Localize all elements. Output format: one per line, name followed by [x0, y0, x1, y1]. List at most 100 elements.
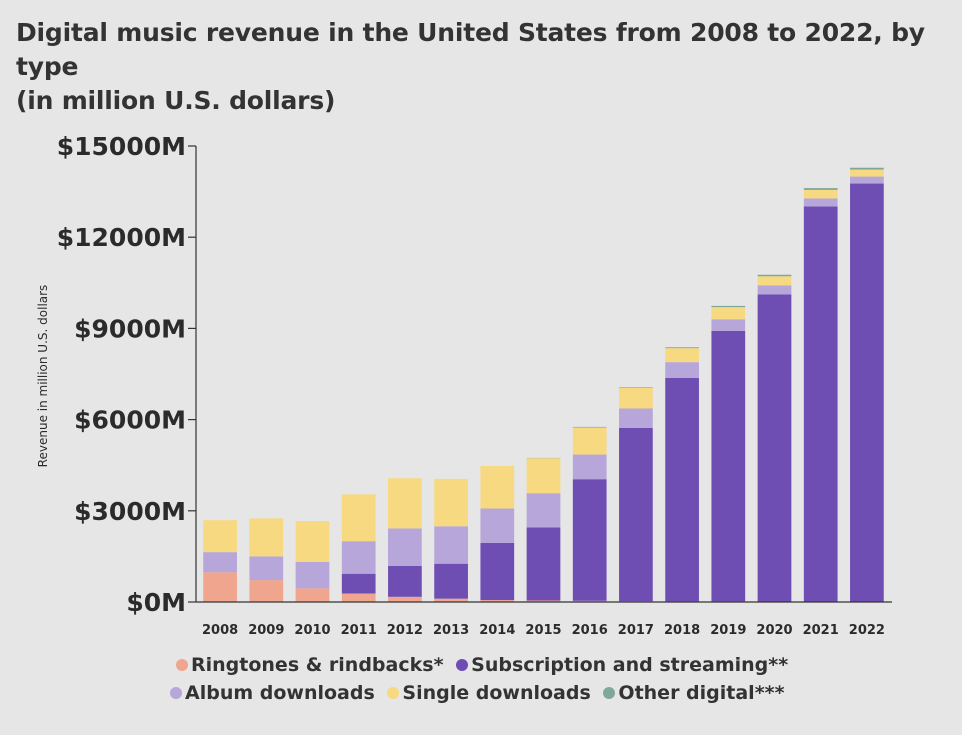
- bar-segment-2012-s2: [388, 528, 422, 566]
- bar-segment-2020-s4: [757, 274, 792, 277]
- legend-label-ringtones: Ringtones & rindbacks*: [191, 654, 444, 676]
- bar-segment-2008-s2: [203, 552, 237, 573]
- y-axis-label: Revenue in million U.S. dollars: [36, 285, 50, 468]
- x-tick-label: 2010: [294, 623, 330, 638]
- legend-label-other: Other digital***: [618, 682, 785, 704]
- bar-segment-2010-s0: [295, 588, 330, 602]
- bar-segment-2009-s2: [249, 556, 284, 581]
- bar-segment-2011-s1: [341, 573, 376, 594]
- bar-segment-2018-s4: [665, 347, 699, 349]
- bar-segment-2011-s0: [341, 593, 376, 602]
- bar-segment-2016-s1: [572, 479, 607, 601]
- legend-swatch-other: [603, 687, 616, 699]
- bar-segment-2017-s3: [619, 387, 653, 409]
- bar-segment-2018-s3: [665, 348, 699, 363]
- legend-row-2: Album downloads Single downloads Other d…: [170, 682, 791, 704]
- bar-segment-2016-s4: [572, 426, 607, 428]
- bar-segment-2017-s4: [619, 387, 653, 388]
- bar-segment-2011-s3: [341, 494, 376, 542]
- y-tick-label: $0M: [126, 588, 186, 617]
- x-tick-label: 2022: [849, 623, 885, 638]
- legend-label-single: Single downloads: [402, 682, 591, 704]
- x-tick-label: 2013: [433, 623, 469, 638]
- legend-row-1: Ringtones & rindbacks* Subscription and …: [176, 654, 794, 676]
- y-tick-label: $15000M: [57, 132, 186, 161]
- bar-segment-2020-s2: [757, 285, 792, 295]
- bar-segment-2022-s4: [850, 167, 884, 170]
- bar-segment-2021-s4: [803, 188, 838, 190]
- bar-segment-2010-s3: [295, 521, 330, 562]
- legend-item-subscription: Subscription and streaming**: [456, 654, 788, 676]
- bar-segment-2008-s3: [203, 520, 237, 553]
- bar-segment-2014-s3: [480, 465, 515, 509]
- bar-segment-2022-s2: [850, 176, 884, 184]
- bar-segment-2019-s3: [711, 307, 746, 320]
- bar-segment-2017-s1: [619, 427, 653, 602]
- stacked-bar-chart: Revenue in million U.S. dollars $0M $3000M…: [36, 132, 892, 638]
- bar-segment-2010-s2: [295, 561, 330, 589]
- x-tick-label: 2017: [618, 623, 654, 638]
- bar-segment-2021-s2: [803, 198, 838, 207]
- bar-segment-2014-s2: [480, 508, 515, 543]
- bar-segment-2015-s2: [526, 493, 561, 528]
- y-tick-label: $3000M: [74, 497, 186, 526]
- x-tick-label: 2015: [525, 623, 561, 638]
- legend-swatch-single: [387, 687, 400, 699]
- bar-segment-2009-s0: [249, 580, 284, 602]
- bar-segment-2021-s3: [803, 189, 838, 199]
- legend-swatch-ringtones: [176, 659, 188, 671]
- bar-segment-2018-s1: [665, 377, 699, 602]
- legend-swatch-album: [170, 687, 182, 699]
- bar-segment-2016-s2: [572, 454, 607, 480]
- bar-segment-2015-s3: [526, 458, 561, 494]
- x-tick-label: 2018: [664, 623, 700, 638]
- x-tick-label: 2014: [479, 623, 515, 638]
- bar-segment-2015-s0: [526, 600, 561, 602]
- bar-segment-2022-s1: [850, 183, 884, 602]
- bar-segment-2014-s1: [480, 542, 515, 601]
- bar-segment-2020-s1: [757, 294, 792, 602]
- x-tick-label: 2008: [202, 623, 238, 638]
- x-tick-label: 2020: [756, 623, 792, 638]
- y-tick-label: $12000M: [57, 223, 186, 252]
- bar-segment-2019-s4: [711, 305, 746, 308]
- chart-title: Digital music revenue in the United Stat…: [16, 16, 956, 118]
- bar-segment-2021-s1: [803, 206, 838, 602]
- chart-title-line2: (in million U.S. dollars): [16, 86, 336, 115]
- legend-label-subscription: Subscription and streaming**: [471, 654, 789, 676]
- bar-segment-2016-s0: [572, 600, 607, 602]
- legend-item-album: Album downloads: [170, 682, 375, 704]
- bar-segment-2012-s1: [388, 565, 422, 597]
- legend-item-single: Single downloads: [387, 682, 591, 704]
- bar-segment-2013-s0: [434, 598, 468, 602]
- bar-segment-2013-s1: [434, 563, 468, 599]
- legend-swatch-subscription: [456, 659, 469, 671]
- bar-segment-2009-s3: [249, 518, 284, 557]
- bar-segment-2019-s2: [711, 319, 746, 331]
- legend-label-album: Album downloads: [185, 682, 375, 704]
- bar-segment-2013-s2: [434, 526, 468, 564]
- y-tick-label: $6000M: [74, 406, 186, 435]
- chart-title-line1: Digital music revenue in the United Stat…: [16, 18, 925, 81]
- bar-segment-2016-s3: [572, 427, 607, 455]
- legend-item-ringtones: Ringtones & rindbacks*: [176, 654, 444, 676]
- legend-item-other: Other digital***: [603, 682, 785, 704]
- bar-segment-2012-s3: [388, 478, 422, 529]
- x-tick-label: 2019: [710, 623, 746, 638]
- y-tick-label: $9000M: [74, 314, 186, 343]
- x-tick-label: 2016: [572, 623, 608, 638]
- bar-segment-2013-s3: [434, 478, 468, 527]
- bar-segment-2011-s2: [341, 541, 376, 574]
- x-tick-label: 2011: [341, 623, 377, 638]
- bar-segment-2020-s3: [757, 276, 792, 286]
- x-tick-label: 2009: [248, 623, 284, 638]
- bar-segment-2019-s1: [711, 330, 746, 602]
- x-tick-label: 2012: [387, 623, 423, 638]
- x-tick-label: 2021: [803, 623, 839, 638]
- bar-segment-2015-s1: [526, 527, 561, 601]
- bar-segment-2012-s0: [388, 596, 422, 602]
- bar-segment-2008-s0: [203, 572, 237, 602]
- bar-segment-2014-s0: [480, 600, 515, 602]
- bar-segment-2018-s2: [665, 362, 699, 378]
- bar-segment-2022-s3: [850, 169, 884, 177]
